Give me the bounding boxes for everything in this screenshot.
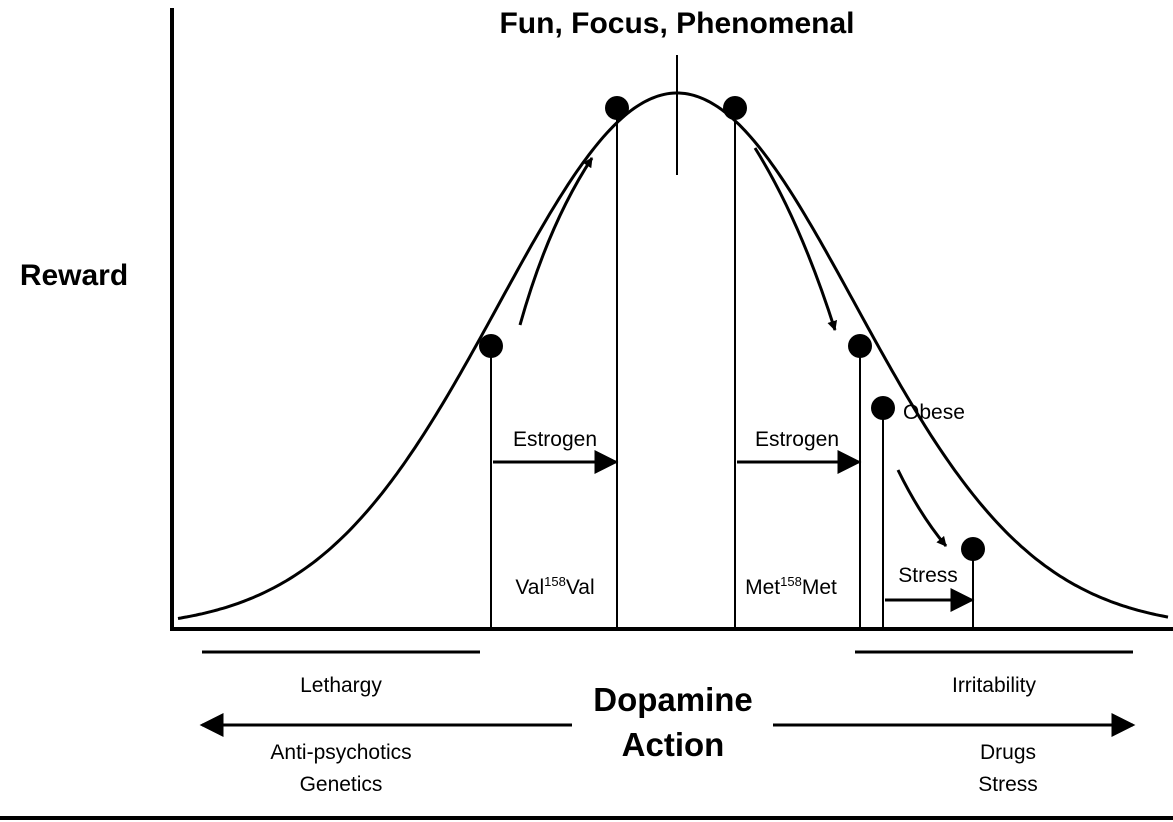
point-met-end [848,334,872,358]
bell-curve [177,91,1169,620]
point-val-peak [605,96,629,120]
point-obese [871,396,895,420]
genotype-val-label: Val158Val [515,574,594,599]
stress-arrow-label: Stress [898,564,958,587]
x-axis-label-line2: Action [622,726,725,763]
high-cause-2: Stress [978,773,1038,796]
obese-label: Obese [903,401,965,424]
irritability-label: Irritability [952,674,1037,697]
high-cause-1: Drugs [980,741,1036,764]
low-cause-2: Genetics [300,773,383,796]
genotype-met-label: Met158Met [745,574,837,599]
lethargy-label: Lethargy [300,674,382,697]
point-val-start [479,334,503,358]
point-met-peak [723,96,747,120]
point-stress [961,537,985,561]
diagram-title: Fun, Focus, Phenomenal [499,7,854,40]
low-cause-1: Anti-psychotics [270,741,411,764]
estrogen-label-left: Estrogen [513,428,597,451]
x-axis-label-line1: Dopamine [593,681,753,718]
rising-arrow [518,157,594,326]
falling-arrow [753,147,838,331]
stress-drop-arrow [896,469,948,547]
y-axis-label: Reward [20,259,128,292]
estrogen-label-right: Estrogen [755,428,839,451]
